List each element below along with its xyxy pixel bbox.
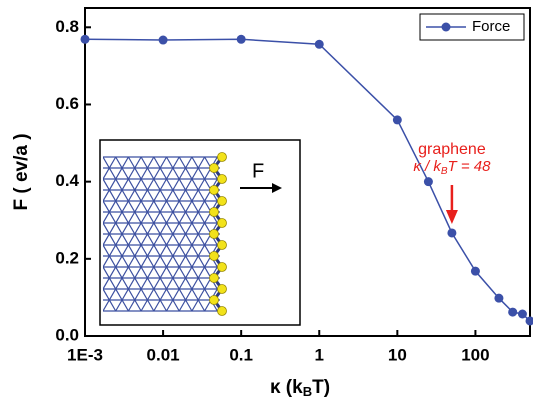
lattice-bond [294, 157, 383, 311]
annotation-formula: κ / kBT = 48 [413, 158, 491, 177]
formula-part: κ / k [413, 158, 442, 175]
legend-marker [442, 23, 451, 32]
formula-part: T = 48 [448, 158, 492, 175]
marker [315, 40, 324, 49]
lattice-bond [0, 157, 1, 311]
x-tick-label: 0.01 [147, 345, 180, 364]
edge-atom [210, 274, 219, 283]
edge-atom [210, 230, 219, 239]
x-label-sub: B [303, 384, 312, 399]
lattice-bond [319, 157, 408, 311]
edge-atom [218, 197, 227, 206]
marker [471, 267, 480, 276]
lattice-bond [370, 157, 459, 311]
annotation-arrowhead [446, 210, 458, 224]
x-axis-label: κ (kBT) [270, 377, 330, 399]
lattice-bond [319, 157, 408, 311]
x-tick-label: 1 [315, 345, 324, 364]
edge-atom [218, 263, 227, 272]
edge-atom [218, 241, 227, 250]
edge-atom [210, 208, 219, 217]
y-tick-label: 0.6 [55, 94, 79, 113]
edge-atom [210, 296, 219, 305]
lattice-bond [433, 157, 522, 311]
edge-atom [210, 164, 219, 173]
y-tick-label: 0.8 [55, 17, 79, 36]
marker [518, 310, 527, 319]
edge-atom [210, 252, 219, 261]
lattice-bond [344, 157, 433, 311]
marker [81, 35, 90, 44]
lattice-bond [370, 157, 459, 311]
x-tick-label: 1E-3 [67, 345, 103, 364]
lattice-bond [294, 157, 383, 311]
force-label: F [252, 160, 264, 182]
marker [159, 36, 168, 45]
edge-atom [218, 153, 227, 162]
x-tick-label: 10 [388, 345, 407, 364]
x-tick-label: 100 [461, 345, 489, 364]
lattice-bond [332, 157, 421, 311]
edge-atom [210, 186, 219, 195]
legend-label: Force [472, 18, 510, 35]
lattice-bond [344, 157, 433, 311]
lattice-bond [395, 157, 484, 311]
lattice-bond [306, 157, 395, 311]
edge-atom [218, 307, 227, 316]
marker [494, 294, 503, 303]
marker [508, 308, 517, 317]
edge-atom [218, 219, 227, 228]
lattice-bond [421, 157, 510, 311]
marker [447, 228, 456, 237]
marker [237, 35, 246, 44]
lattice-bond [459, 157, 533, 311]
x-label-part: T) [312, 377, 330, 398]
edge-atom [218, 285, 227, 294]
annotation-title: graphene [418, 141, 486, 158]
y-tick-label: 0.0 [55, 325, 79, 344]
lattice-bond [0, 157, 1, 311]
x-tick-label: 0.1 [229, 345, 253, 364]
marker [393, 115, 402, 124]
y-tick-label: 0.4 [55, 171, 79, 190]
lattice-bond [306, 157, 395, 311]
edge-atom [218, 175, 227, 184]
y-tick-label: 0.2 [55, 248, 79, 267]
y-axis-label: F ( ev/a ) [11, 133, 32, 210]
lattice-bond [471, 157, 533, 311]
marker [424, 177, 433, 186]
lattice-bond [332, 157, 421, 311]
x-label-part: κ (k [270, 377, 303, 398]
